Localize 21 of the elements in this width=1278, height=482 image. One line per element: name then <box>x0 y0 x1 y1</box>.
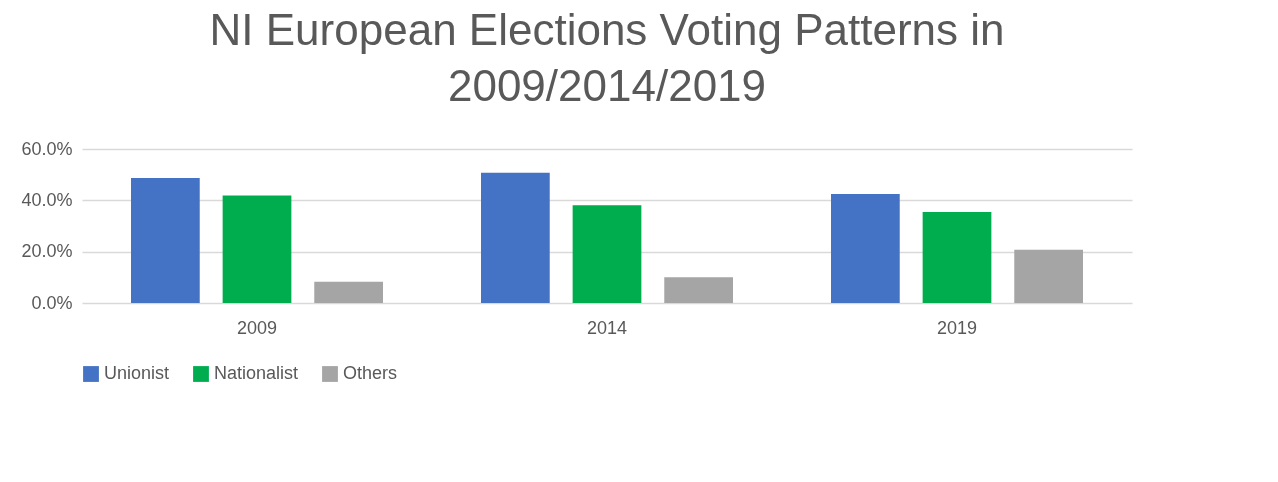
legend-label: Unionist <box>104 363 170 383</box>
bar <box>831 193 900 303</box>
bar <box>1014 249 1083 303</box>
y-tick-label: 60.0% <box>21 138 73 159</box>
legend-label: Nationalist <box>214 363 299 383</box>
bar <box>481 172 550 303</box>
bar <box>922 211 992 303</box>
bar <box>572 205 642 303</box>
bar <box>131 178 200 303</box>
y-tick-label: 0.0% <box>31 292 73 313</box>
y-tick-label: 40.0% <box>21 189 73 210</box>
y-tick-label: 20.0% <box>21 241 73 262</box>
bar <box>222 195 292 303</box>
x-tick-label: 2014 <box>586 317 628 338</box>
bar <box>314 281 383 303</box>
text: NI European Elections Voting Patterns in <box>209 5 1005 54</box>
text: 2009/2014/2019 <box>447 61 767 110</box>
legend-label: Others <box>343 363 398 383</box>
bar <box>664 277 733 303</box>
x-tick-label: 2009 <box>236 317 278 338</box>
x-tick-label: 2019 <box>936 317 978 338</box>
